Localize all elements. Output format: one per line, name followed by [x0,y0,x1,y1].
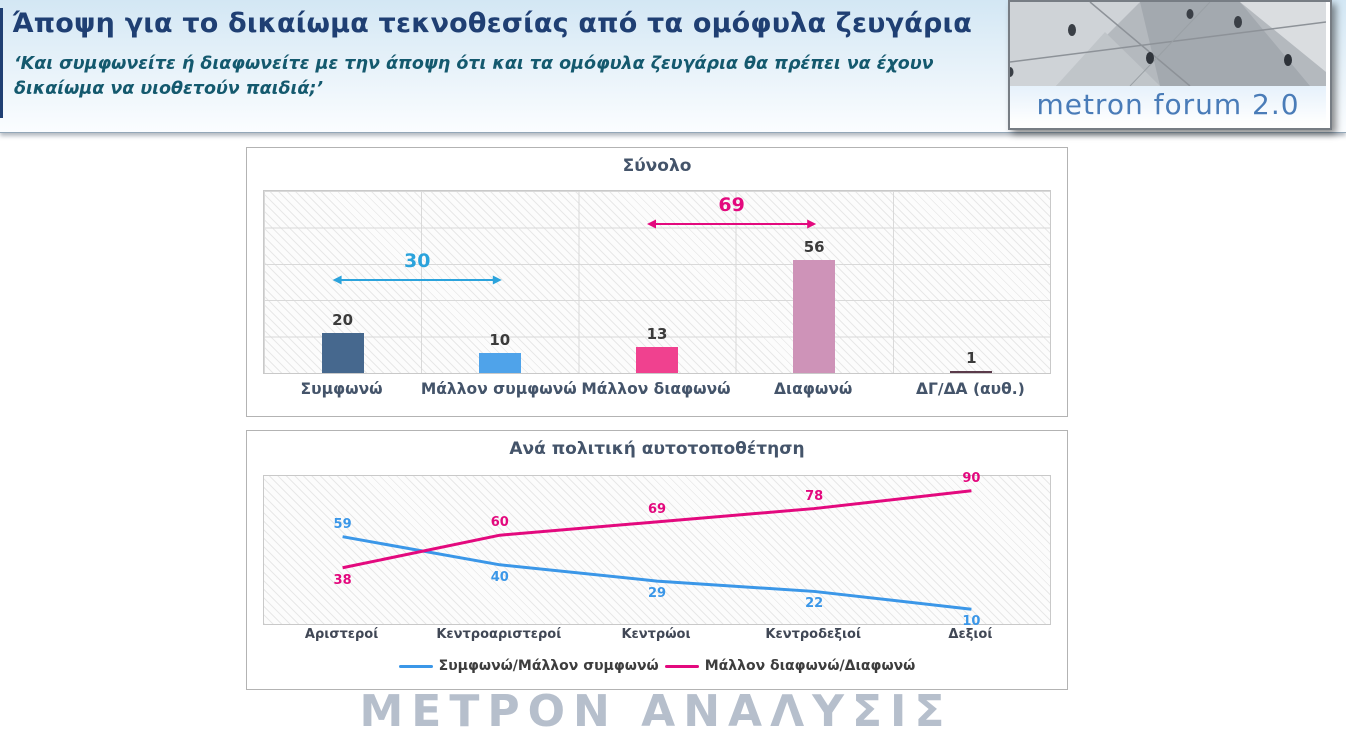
category-label: Αριστεροί [304,627,379,642]
category-label: Κεντροαριστεροί [436,627,562,642]
category-label: Μάλλον διαφωνώ [581,380,731,398]
bar [478,352,521,373]
line-chart-plot: 59 40 29 22 10 38 60 69 78 90 [263,471,1051,629]
legend-label: Συμφωνώ/Μάλλον συμφωνώ [438,658,659,674]
logo-photo-icon [1010,2,1326,86]
bar-chart-plot: 20 10 13 56 1 30 69 [263,190,1051,374]
bar-chart-title: Σύνολο [622,156,692,176]
legend-label: Μάλλον διαφωνώ/Διαφωνώ [704,658,916,674]
point-value-label: 59 [333,516,352,532]
category-label: Δεξιοί [948,627,993,642]
page-subtitle: ‘Και συμφωνείτε ή διαφωνείτε με την άποψ… [14,54,934,99]
annotation-value: 69 [718,194,744,216]
header: Άποψη για το δικαίωμα τεκνοθεσίας από τα… [0,0,1346,133]
point-value-label: 29 [647,586,667,602]
point-value-label: 10 [962,614,981,630]
point-value-label: 69 [647,501,667,517]
legend-item: Συμφωνώ/Μάλλον συμφωνώ [398,658,659,674]
category-label: Κεντρώοι [621,627,691,642]
category-label: Συμφωνώ [300,380,383,398]
line-chart-legend: Συμφωνώ/Μάλλον συμφωνώ Μάλλον διαφωνώ/Δια… [247,655,1067,677]
point-value-label: 40 [490,569,509,585]
category-label: Μάλλον συμφωνώ [420,380,577,398]
point-value-label: 78 [805,488,824,504]
metron-forum-logo: metron forum 2.0 [1008,0,1332,130]
bar [793,259,836,373]
bar-annotations: 30 69 [332,194,817,285]
logo-caption-text: metron forum 2.0 [1010,86,1326,124]
bar [636,346,678,373]
category-label: ΔΓ/ΔΑ (αυθ.) [916,380,1025,398]
bar-value-label: 1 [966,348,977,367]
point-value-label: 60 [490,515,509,531]
bar [950,370,993,373]
category-label: Κεντροδεξιοί [765,627,862,642]
line-series [342,489,972,570]
bar [321,332,364,373]
arrow-head-icon [332,275,342,285]
legend-item: Μάλλον διαφωνώ/Διαφωνώ [664,658,916,674]
category-label: Διαφωνώ [774,380,853,398]
page-title: Άποψη για το δικαίωμα τεκνοθεσίας από τα… [12,8,972,39]
header-accent-bar [0,8,3,118]
point-value-label: 38 [333,572,352,588]
point-value-label: 90 [962,470,981,486]
annotation-value: 30 [404,250,430,272]
political-chart-panel: Ανά πολιτική αυτοτοποθέτηση 59 40 29 22 10 38… [246,430,1068,690]
bar-value-label: 10 [489,330,511,349]
total-chart-panel: Σύνολο 20 10 13 56 1 30 69 Συμφωνώ Μάλλον συμφω… [246,147,1068,417]
bar-value-label: 13 [646,324,668,343]
line-chart-title: Ανά πολιτική αυτοτοποθέτηση [509,439,805,459]
line-series-canvas [342,489,972,611]
arrow-head-icon [807,219,817,229]
bar-chart-category-axis: Συμφωνώ Μάλλον συμφωνώ Μάλλον διαφωνώ Διαφω… [263,380,1049,398]
line-chart-category-axis: Αριστεροί Κεντροαριστεροί Κεντρώοι Κεντροδε… [263,627,1049,642]
footer-watermark: ΜΕΤΡΟΝ ΑΝΑΛΥΣΙΣ [359,686,953,737]
legend-line-sample [398,664,433,668]
line-series [342,535,972,611]
bar-value-label: 56 [803,237,825,256]
bar-value-label: 20 [332,310,354,329]
point-value-label: 22 [805,596,824,612]
legend-line-sample [664,664,699,668]
arrow-head-icon [647,219,656,229]
arrow-head-icon [492,275,502,285]
